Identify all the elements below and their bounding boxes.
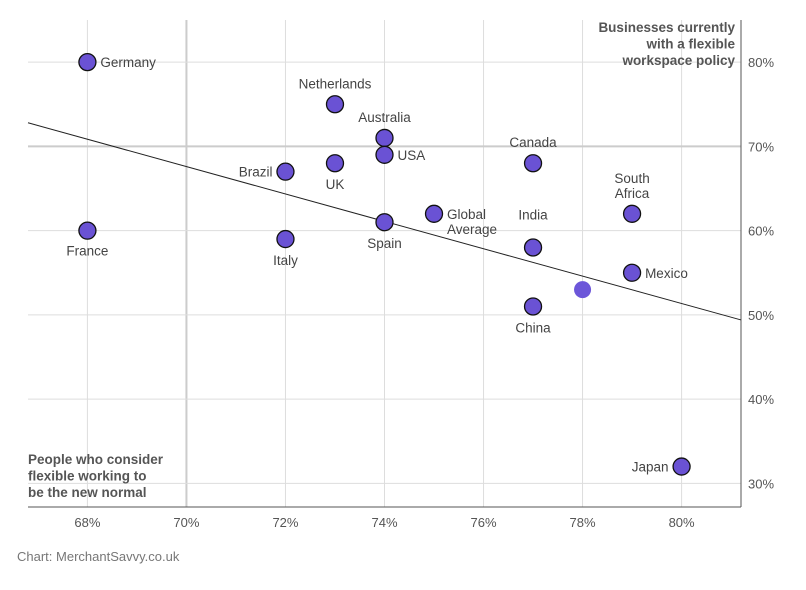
x-axis-title: People who consider flexible working to be…	[28, 452, 164, 500]
axes: 68% 70% 72% 74% 76% 78% 80% 30% 40% 50% 60% 70% 80%	[28, 20, 774, 530]
point-label: Spain	[367, 236, 402, 251]
point-label-line: Average	[447, 222, 497, 237]
data-point	[424, 204, 444, 223]
point-label-line: South	[614, 171, 649, 186]
x-axis-title-line: People who consider	[28, 452, 164, 467]
chart-source: Chart: MerchantSavvy.co.uk	[17, 549, 180, 564]
point-label-line: Global	[447, 207, 486, 222]
point-label: Germany	[100, 55, 156, 70]
data-point	[78, 221, 97, 240]
highlight-point	[574, 281, 592, 299]
point-label: France	[66, 244, 108, 259]
point-label: USA	[398, 148, 426, 163]
x-tick-label: 72%	[272, 515, 298, 530]
x-axis-title-line: be the new normal	[28, 485, 147, 500]
point-label: China	[515, 320, 551, 335]
y-axis-title-line: with a flexible	[645, 37, 735, 52]
data-point	[622, 204, 642, 223]
data-point	[622, 263, 642, 282]
x-tick-label: 76%	[471, 515, 497, 530]
data-point	[375, 213, 394, 232]
y-tick-label: 80%	[748, 55, 774, 70]
data-point	[325, 154, 345, 173]
y-axis-title: Businesses currently with a flexible works…	[598, 20, 735, 68]
data-point	[523, 154, 543, 173]
y-axis-title-line: workspace policy	[621, 53, 735, 68]
point-label: South Africa	[614, 171, 649, 201]
point-label: Global Average	[447, 207, 497, 237]
point-label-line: Africa	[615, 186, 650, 201]
y-tick-label: 50%	[748, 308, 774, 323]
point-label: Mexico	[645, 266, 688, 281]
y-tick-label: 30%	[748, 476, 774, 491]
data-point	[375, 128, 394, 148]
data-point	[276, 162, 295, 181]
axis-titles: Businesses currently with a flexible works…	[28, 20, 735, 500]
x-axis-title-line: flexible working to	[28, 469, 147, 484]
y-axis-title-line: Businesses currently	[598, 20, 735, 35]
point-label: India	[518, 207, 548, 222]
point-label: Brazil	[239, 165, 273, 180]
point-label: Netherlands	[299, 76, 372, 91]
data-point	[276, 229, 295, 249]
grid	[28, 20, 741, 507]
x-tick-label: 80%	[669, 515, 695, 530]
x-tick-label: 68%	[74, 515, 100, 530]
data-point	[325, 95, 345, 114]
y-tick-label: 40%	[748, 392, 774, 407]
y-tick-label: 70%	[748, 139, 774, 154]
point-label: UK	[326, 177, 345, 192]
point-labels: Germany France Netherlands Australia USA Braz…	[66, 55, 687, 474]
data-point	[78, 52, 97, 72]
y-tick-label: 60%	[748, 224, 774, 239]
x-tick-label: 70%	[173, 515, 199, 530]
point-label: Italy	[273, 253, 298, 268]
data-point	[672, 457, 691, 476]
points	[78, 52, 691, 476]
x-tick-label: 74%	[371, 515, 397, 530]
point-label: Canada	[509, 135, 557, 150]
point-label: Australia	[358, 110, 411, 125]
data-point	[523, 297, 543, 316]
data-point	[523, 238, 543, 257]
data-point	[375, 145, 394, 164]
x-tick-label: 78%	[570, 515, 596, 530]
point-label: Japan	[632, 460, 669, 475]
